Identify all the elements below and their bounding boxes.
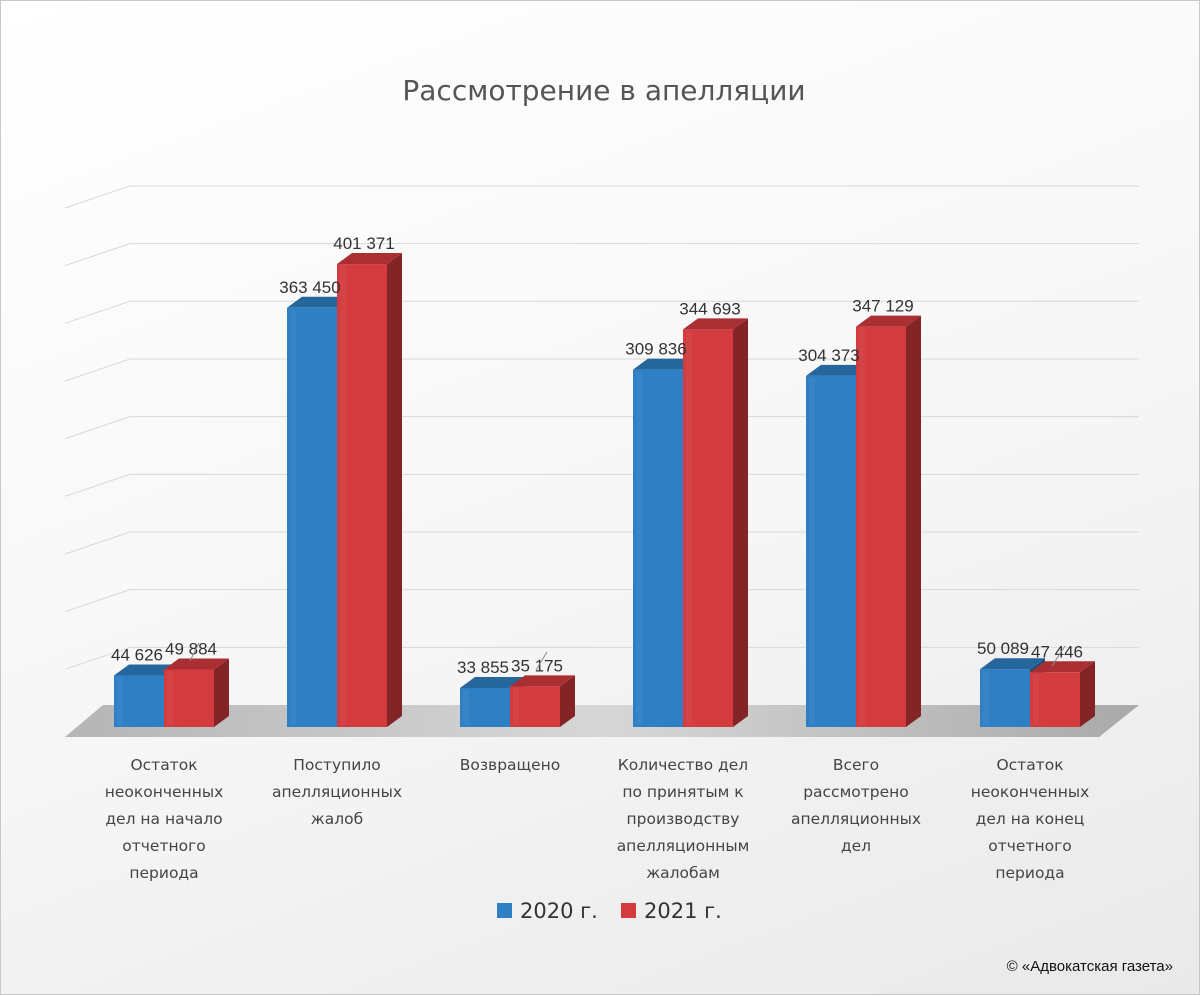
bar-top (460, 676, 525, 688)
data-label: 304 373 (798, 346, 859, 365)
bar-2021 (1030, 661, 1095, 727)
bar-top (114, 664, 179, 676)
bar-front (806, 375, 856, 727)
category-label: Количество дел по принятым к производству а… (617, 756, 750, 882)
legend-label: 2020 г. (520, 899, 598, 923)
legend: 2020 г. 2021 г. (497, 899, 722, 923)
bar-highlight (117, 677, 123, 725)
gridline-diagonal (64, 531, 131, 555)
bar-front (287, 307, 337, 727)
chart-title: Рассмотрение в апелляции (402, 74, 805, 107)
data-label: 49 884 (165, 639, 217, 658)
legend-swatch (497, 903, 512, 918)
label-leader-line (189, 642, 200, 662)
data-label: 44 626 (111, 646, 163, 665)
bar-side (214, 658, 229, 727)
bar-2021 (337, 253, 402, 727)
bar-side (1080, 661, 1095, 727)
bar-top (164, 658, 229, 670)
bar-highlight (290, 309, 296, 725)
bar-front (1030, 672, 1080, 727)
bar-highlight (859, 328, 865, 725)
bar-front (980, 669, 1030, 727)
value-labels: 44 626 49 884 363 450 401 371 33 855 35 175 30… (111, 234, 1083, 677)
data-label: 309 836 (625, 340, 686, 359)
bar-top (683, 318, 748, 330)
bar-2021 (856, 315, 921, 727)
legend-swatch (621, 903, 636, 918)
bar-highlight (686, 331, 692, 725)
category-label: Остаток неоконченных дел на начало отчетног… (105, 756, 224, 882)
bar-top (633, 358, 698, 370)
bar-front (683, 329, 733, 727)
bar-top (856, 315, 921, 327)
gridline-diagonal (64, 416, 131, 440)
gridlines (64, 185, 1139, 670)
bar-top (806, 364, 871, 376)
label-leader-line (1051, 645, 1066, 667)
bar-top (337, 253, 402, 265)
bar-front (337, 264, 387, 727)
bar-front (460, 687, 510, 727)
bar-highlight (636, 371, 642, 725)
gridline-diagonal (64, 243, 131, 267)
gridline-diagonal (64, 185, 131, 209)
bar-side (387, 253, 402, 727)
data-label: 35 175 (511, 656, 563, 675)
legend-item: 2020 г. (497, 899, 598, 923)
bar-highlight (513, 688, 519, 725)
data-label: 344 693 (679, 299, 740, 318)
bar-highlight (1033, 674, 1039, 725)
bar-side (906, 315, 921, 727)
bar-top (1030, 661, 1095, 673)
bars (114, 253, 1095, 727)
copyright-notice: © «Адвокатская газета» (1006, 958, 1173, 975)
gridline-diagonal (64, 358, 131, 382)
data-label: 363 450 (279, 278, 340, 297)
gridline-diagonal (64, 646, 131, 670)
category-label: Поступило апелляционных жалоб (272, 756, 402, 828)
data-label: 347 129 (852, 297, 913, 316)
legend-item: 2021 г. (621, 899, 722, 923)
gridline-diagonal (64, 473, 131, 497)
bar-front (633, 369, 683, 727)
bar-2021 (683, 318, 748, 727)
category-labels: Остаток неоконченных дел на начало отчетног… (105, 756, 1090, 882)
bar-front (856, 326, 906, 727)
bar-2021 (510, 675, 575, 727)
bar-side (560, 675, 575, 727)
bar-top (510, 675, 575, 687)
legend-label: 2021 г. (644, 899, 722, 923)
bar-front (510, 686, 560, 727)
bar-top (980, 658, 1045, 670)
bar-front (164, 669, 214, 727)
data-label: 50 089 (977, 639, 1029, 658)
bar-highlight (463, 689, 469, 725)
bar-2021 (164, 658, 229, 727)
bar-side (733, 318, 748, 727)
gridline-diagonal (64, 300, 131, 324)
gridline-diagonal (64, 589, 131, 613)
bar-highlight (809, 377, 815, 725)
data-label: 33 855 (457, 658, 509, 677)
label-leader-line (535, 651, 548, 671)
bar-highlight (983, 671, 989, 725)
category-label: Остаток неоконченных дел на конец отчетного… (971, 756, 1090, 882)
category-label: Возвращено (460, 756, 561, 774)
bar-highlight (167, 671, 173, 725)
bar-front (114, 675, 164, 727)
data-label: 401 371 (333, 234, 394, 253)
category-label: Всего рассмотрено апелляционных дел (791, 756, 921, 855)
bar-highlight (340, 266, 346, 725)
bar-top (287, 296, 352, 308)
data-label: 47 446 (1031, 642, 1083, 661)
